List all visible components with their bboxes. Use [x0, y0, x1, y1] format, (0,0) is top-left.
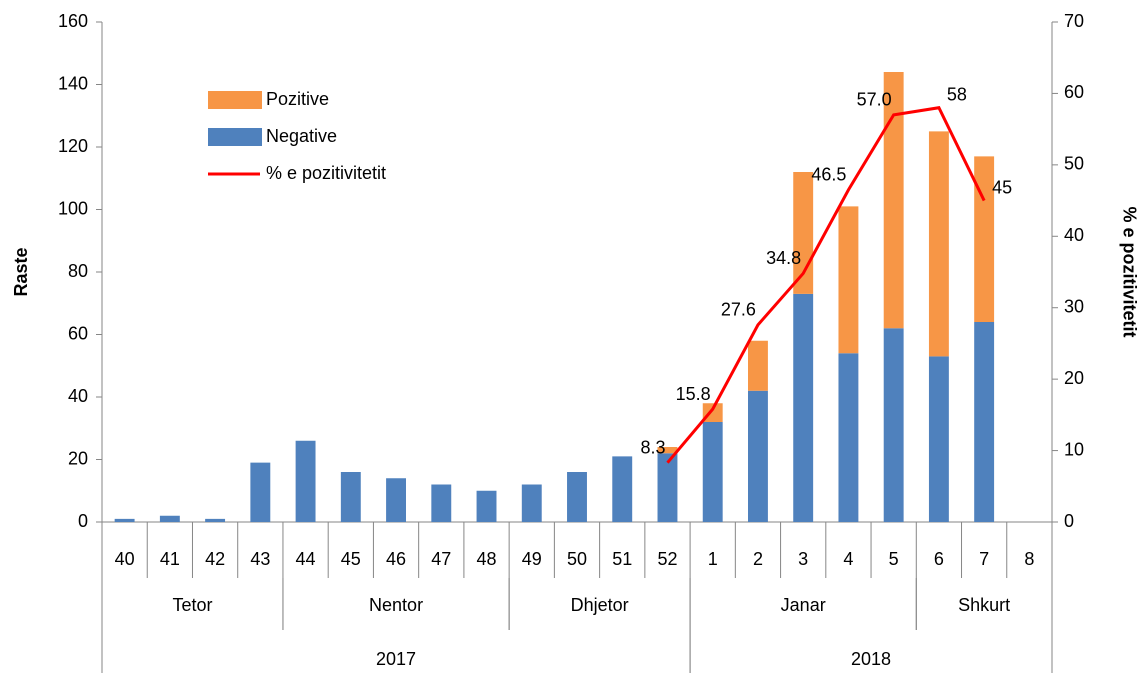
bar — [838, 353, 859, 522]
y-tick-label: 20 — [68, 448, 88, 468]
x-tick-label: 49 — [522, 549, 542, 569]
bar — [974, 322, 995, 522]
bar — [748, 340, 768, 391]
data-label: 45 — [992, 177, 1012, 197]
data-label: 34.8 — [766, 248, 801, 268]
bar — [476, 490, 497, 522]
y-axis-title: Raste — [11, 247, 31, 296]
data-label: 8.3 — [640, 437, 665, 457]
y-tick-label: 160 — [58, 11, 88, 31]
legend-swatch — [208, 128, 262, 146]
x-tick-label: 40 — [115, 549, 135, 569]
legend-label: % e pozitivitetit — [266, 163, 386, 183]
legend-label: Pozitive — [266, 89, 329, 109]
x-tick-label: 44 — [296, 549, 316, 569]
x-tick-label: 7 — [979, 549, 989, 569]
y2-tick-label: 50 — [1064, 154, 1084, 174]
x-tick-label: 47 — [431, 549, 451, 569]
legend-label: Negative — [266, 126, 337, 146]
legend-swatch — [208, 91, 262, 109]
x-tick-label: 8 — [1024, 549, 1034, 569]
bar — [521, 484, 542, 522]
y2-tick-label: 0 — [1064, 511, 1074, 531]
y-tick-label: 100 — [58, 198, 88, 218]
bar — [250, 462, 271, 522]
bar — [114, 518, 135, 522]
y2-tick-label: 60 — [1064, 82, 1084, 102]
x-tick-label: 4 — [843, 549, 853, 569]
x-tick-label: 43 — [250, 549, 270, 569]
y-tick-label: 140 — [58, 73, 88, 93]
year_groups-label: 2018 — [851, 649, 891, 669]
x-tick-label: 50 — [567, 549, 587, 569]
line — [666, 106, 986, 464]
bar — [928, 356, 949, 522]
x-tick-label: 46 — [386, 549, 406, 569]
x-tick-label: 5 — [889, 549, 899, 569]
bar — [431, 484, 452, 522]
bar — [657, 453, 678, 522]
bar — [883, 72, 904, 329]
bar — [205, 518, 226, 522]
y2-tick-label: 70 — [1064, 11, 1084, 31]
bar — [612, 456, 633, 522]
bar — [883, 328, 904, 522]
bar — [928, 131, 949, 357]
x-tick-label: 45 — [341, 549, 361, 569]
month_groups-label: Nentor — [369, 595, 423, 615]
data-label: 57.0 — [857, 90, 892, 110]
year_groups-label: 2017 — [376, 649, 416, 669]
data-label: 46.5 — [811, 165, 846, 185]
bar — [702, 422, 723, 522]
y-tick-label: 0 — [78, 511, 88, 531]
month_groups-label: Dhjetor — [571, 595, 629, 615]
x-tick-label: 2 — [753, 549, 763, 569]
bar — [793, 293, 814, 522]
y2-axis-title: % e pozitivitetit — [1119, 206, 1139, 337]
y-tick-label: 80 — [68, 261, 88, 281]
x-tick-label: 6 — [934, 549, 944, 569]
bar — [340, 472, 361, 522]
x-tick-label: 51 — [612, 549, 632, 569]
data-label: 58 — [947, 84, 967, 104]
bar — [657, 447, 678, 454]
y2-tick-label: 40 — [1064, 225, 1084, 245]
y-tick-label: 60 — [68, 323, 88, 343]
y2-tick-label: 10 — [1064, 439, 1084, 459]
month_groups-label: Janar — [781, 595, 826, 615]
y2-tick-label: 30 — [1064, 296, 1084, 316]
month_groups-label: Tetor — [172, 595, 212, 615]
bar — [386, 478, 406, 522]
x-tick-label: 1 — [708, 549, 718, 569]
y2-tick-label: 20 — [1064, 368, 1084, 388]
bar — [567, 472, 587, 522]
bar — [974, 156, 995, 322]
x-tick-label: 41 — [160, 549, 180, 569]
data-label: 15.8 — [676, 384, 711, 404]
y-tick-label: 120 — [58, 136, 88, 156]
bar — [159, 515, 180, 522]
x-tick-label: 3 — [798, 549, 808, 569]
month_groups-label: Shkurt — [958, 595, 1010, 615]
x-tick-label: 52 — [657, 549, 677, 569]
x-tick-label: 48 — [477, 549, 497, 569]
data-label: 27.6 — [721, 300, 756, 320]
bar — [838, 206, 859, 354]
bar — [748, 390, 768, 522]
y-tick-label: 40 — [68, 386, 88, 406]
x-tick-label: 42 — [205, 549, 225, 569]
bar — [295, 440, 316, 522]
